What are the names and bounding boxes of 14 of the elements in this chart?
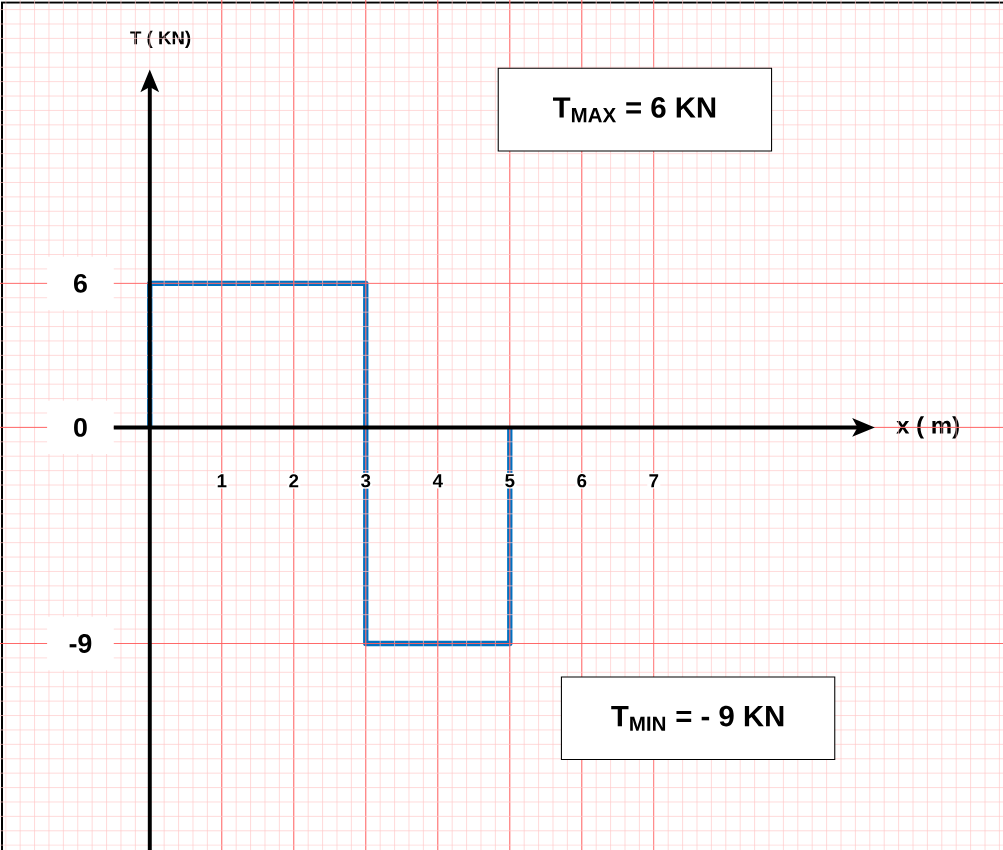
- x-tick-label: 1: [217, 474, 227, 488]
- x-tick-label: 6: [577, 474, 587, 488]
- y-tick-label: 6: [74, 273, 87, 293]
- x-tick-label: 3: [361, 474, 371, 488]
- y-tick-label: 0: [74, 417, 87, 437]
- y-axis-title: T ( KN): [130, 30, 191, 49]
- annotation: T$_{MAX}$ = 6 KN: [553, 97, 716, 123]
- x-axis-title: x ( m): [896, 416, 959, 439]
- x-tick-label: 4: [432, 474, 443, 488]
- x-tick-label: 7: [649, 474, 659, 488]
- annotation: T$_{MIN}$ = - 9 KN: [611, 705, 784, 731]
- y-tick-label: -9: [69, 634, 92, 653]
- x-tick-label: 2: [289, 474, 299, 488]
- x-tick-label: 5: [505, 474, 515, 488]
